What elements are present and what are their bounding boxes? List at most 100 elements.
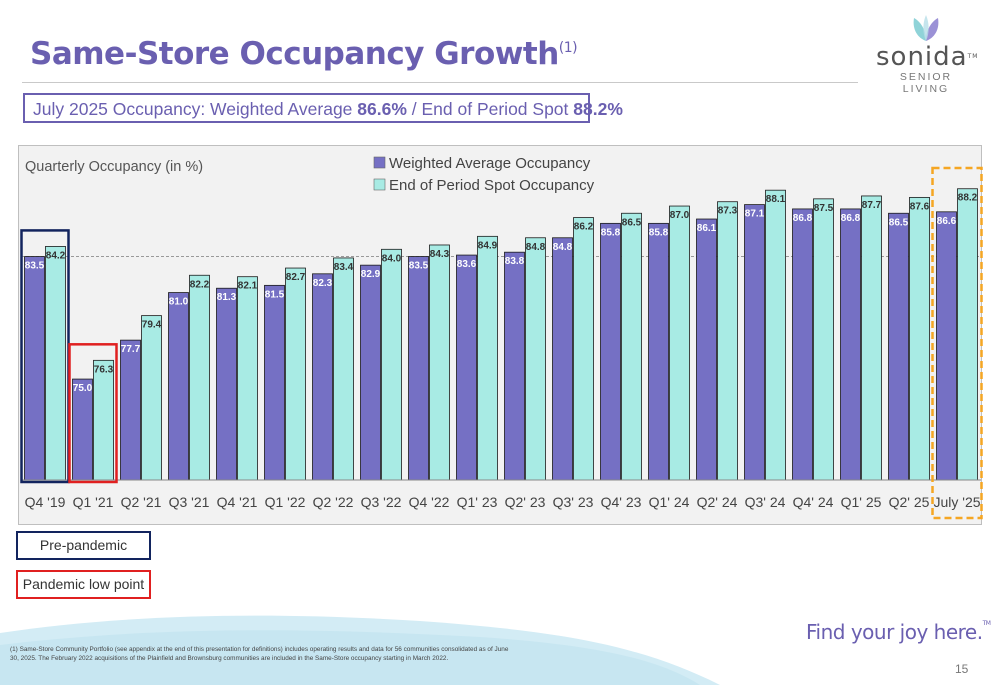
summary-weighted-average: 86.6% — [357, 99, 407, 119]
legend-label-spot: End of Period Spot Occupancy — [389, 177, 595, 194]
weighted-bar-12 — [600, 222, 621, 481]
spot-bar-2 — [141, 315, 162, 481]
weighted-bar-11 — [552, 237, 573, 481]
weighted-bar-2 — [120, 339, 141, 481]
spot-bar-8 — [429, 244, 450, 481]
x-tick-label-9: Q1' 23 — [457, 494, 498, 510]
pre-pandemic-legend: Pre-pandemic — [16, 531, 151, 560]
spot-bar-6 — [333, 257, 354, 481]
x-tick-label-11: Q3' 23 — [553, 494, 594, 510]
spot-label-9: 84.9 — [478, 240, 498, 251]
x-tick-label-1: Q1 '21 — [73, 494, 114, 510]
weighted-label-2: 77.7 — [121, 344, 141, 355]
weighted-label-5: 81.5 — [265, 289, 285, 300]
occupancy-chart-svg: Quarterly Occupancy (in %) Weighted Avera… — [20, 155, 983, 520]
spot-label-13: 87.0 — [670, 210, 690, 221]
weighted-bar-19 — [936, 211, 957, 481]
spot-bar-5 — [285, 267, 306, 481]
spot-bar-11 — [573, 217, 594, 481]
summary-middle: / End of Period Spot — [406, 99, 574, 119]
spot-bar-1 — [93, 359, 114, 481]
weighted-bar-1 — [72, 378, 93, 481]
spot-label-1: 76.3 — [94, 364, 114, 375]
weighted-label-1: 75.0 — [73, 383, 93, 394]
logo-subtitle: SENIOR LIVING — [899, 71, 953, 95]
logo-wordmark: sonidaTM — [876, 42, 979, 72]
weighted-label-12: 85.8 — [601, 227, 621, 238]
legend-swatch-spot — [373, 178, 386, 191]
spot-label-15: 88.1 — [766, 194, 786, 205]
weighted-label-7: 82.9 — [361, 269, 381, 280]
legend-label-weighted: Weighted Average Occupancy — [389, 155, 591, 172]
pandemic-low-highlight-box — [68, 343, 118, 484]
spot-bar-19 — [957, 188, 978, 481]
weighted-label-19: 86.6 — [937, 216, 957, 227]
weighted-label-0: 83.5 — [25, 261, 45, 272]
x-tick-label-5: Q1 '22 — [265, 494, 306, 510]
spot-label-0: 84.2 — [46, 250, 66, 261]
spot-label-5: 82.7 — [286, 272, 306, 283]
x-tick-label-6: Q2 '22 — [313, 494, 354, 510]
spot-bar-9 — [477, 235, 498, 481]
weighted-label-10: 83.8 — [505, 256, 525, 267]
spot-bar-17 — [861, 195, 882, 481]
spot-bar-18 — [909, 196, 930, 481]
spot-label-16: 87.5 — [814, 203, 834, 214]
weighted-bar-10 — [504, 251, 525, 481]
weighted-bar-13 — [648, 222, 669, 481]
spot-label-17: 87.7 — [862, 200, 882, 211]
spot-bar-7 — [381, 248, 402, 481]
weighted-bar-18 — [888, 212, 909, 481]
tagline: Find your joy here.TM — [806, 620, 991, 644]
spot-bar-3 — [189, 274, 210, 481]
logo-word: sonida — [876, 42, 968, 72]
title-divider — [22, 82, 858, 83]
weighted-label-4: 81.3 — [217, 292, 237, 303]
x-tick-label-15: Q3' 24 — [745, 494, 786, 510]
spot-label-6: 83.4 — [334, 262, 354, 273]
x-tick-label-4: Q4 '21 — [217, 494, 258, 510]
x-tick-label-2: Q2 '21 — [121, 494, 162, 510]
spot-label-2: 79.4 — [142, 320, 162, 331]
title-footnote-marker: (1) — [558, 40, 578, 56]
weighted-bar-6 — [312, 273, 333, 481]
weighted-label-15: 87.1 — [745, 209, 765, 220]
spot-bar-4 — [237, 276, 258, 481]
spot-label-11: 86.2 — [574, 222, 594, 233]
weighted-bar-16 — [792, 208, 813, 481]
x-tick-label-10: Q2' 23 — [505, 494, 546, 510]
tagline-tm: TM — [982, 620, 991, 627]
x-tick-label-18: Q2' 25 — [889, 494, 930, 510]
x-tick-label-17: Q1' 25 — [841, 494, 882, 510]
spot-bar-15 — [765, 189, 786, 481]
weighted-label-9: 83.6 — [457, 259, 477, 270]
x-tick-label-0: Q4 '19 — [25, 494, 66, 510]
weighted-bar-4 — [216, 287, 237, 481]
x-tick-label-3: Q3 '21 — [169, 494, 210, 510]
spot-bar-16 — [813, 198, 834, 481]
x-tick-label-19: July '25 — [933, 494, 980, 510]
weighted-bar-15 — [744, 204, 765, 481]
company-logo: sonidaTM SENIOR LIVING — [876, 14, 979, 95]
spot-bar-10 — [525, 237, 546, 481]
tagline-text: Find your joy here. — [806, 620, 983, 644]
weighted-bar-8 — [408, 256, 429, 481]
footnote: (1) Same-Store Community Portfolio (see … — [10, 646, 509, 662]
x-tick-label-7: Q3 '22 — [361, 494, 402, 510]
weighted-bar-3 — [168, 292, 189, 481]
leaf-logo-icon — [913, 15, 939, 41]
spot-bar-13 — [669, 205, 690, 481]
chart-title: Quarterly Occupancy (in %) — [25, 159, 203, 175]
page-title-text: Same-Store Occupancy Growth — [30, 36, 559, 72]
x-tick-label-12: Q4' 23 — [601, 494, 642, 510]
weighted-label-14: 86.1 — [697, 223, 717, 234]
x-tick-label-14: Q2' 24 — [697, 494, 738, 510]
pandemic-low-legend: Pandemic low point — [16, 570, 151, 599]
legend-swatch-weighted — [373, 156, 386, 169]
x-tick-label-13: Q1' 24 — [649, 494, 690, 510]
logo-tm: TM — [967, 53, 979, 60]
weighted-label-11: 84.8 — [553, 242, 573, 253]
weighted-bar-5 — [264, 284, 285, 481]
spot-label-14: 87.3 — [718, 206, 738, 217]
weighted-bar-9 — [456, 254, 477, 481]
